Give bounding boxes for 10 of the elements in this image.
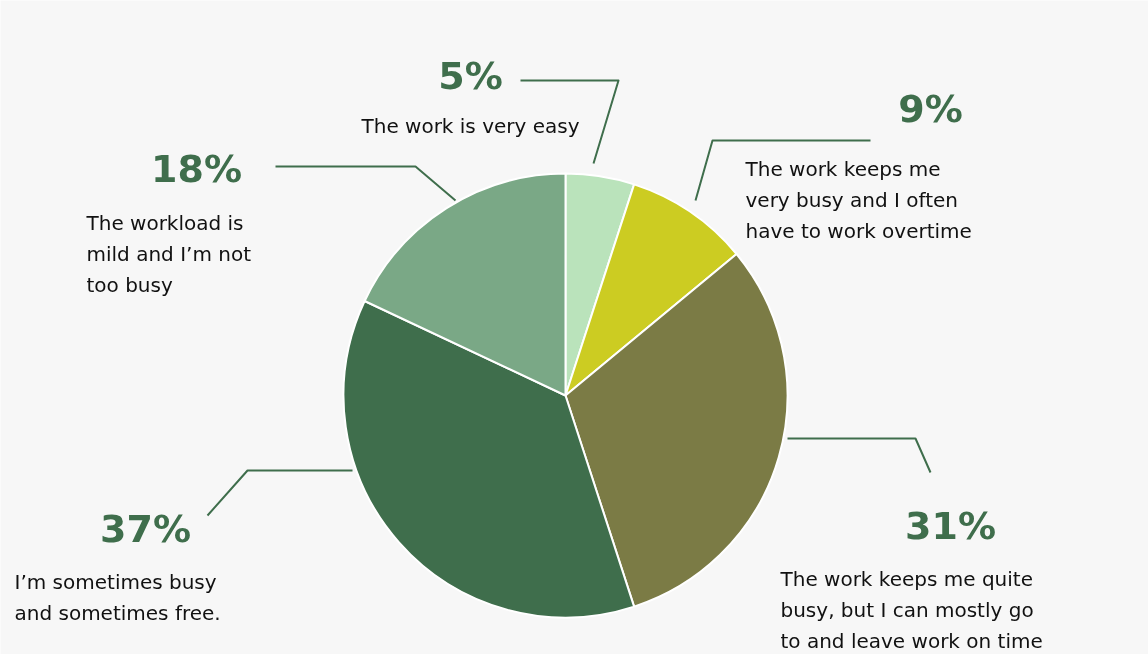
slice-label: The work keeps me quite busy, but I can mostly go to and leave work on time: [779, 566, 1043, 653]
slice-label: The work is very easy: [360, 113, 580, 138]
data-label: 37%: [100, 506, 191, 551]
slice-label: The work keeps me very busy and I often have to work overtime: [744, 156, 972, 243]
slice-label: The workload is mild and I’m not too busy: [85, 210, 252, 297]
data-label: 31%: [905, 503, 996, 548]
data-label: 18%: [151, 146, 242, 191]
data-label: 9%: [898, 86, 963, 131]
slice-label: I’m sometimes busy and sometimes free.: [14, 569, 221, 625]
data-label: 5%: [438, 53, 503, 98]
